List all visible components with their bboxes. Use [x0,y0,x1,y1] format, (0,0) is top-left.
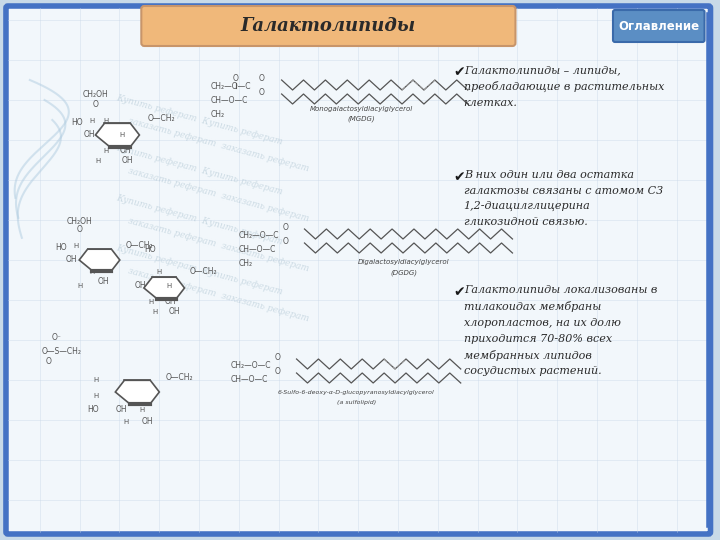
Text: Monogalactosyldiacylglycerol: Monogalactosyldiacylglycerol [310,106,413,112]
Text: Галактолипиды локализованы в
тилакоидах мембраны
хлоропластов, на их долю
приход: Галактолипиды локализованы в тилакоидах … [464,285,657,376]
Text: HO: HO [55,243,68,252]
Text: Купить реферат  Купить реферат: Купить реферат Купить реферат [114,244,283,296]
Text: Галактолипиды: Галактолипиды [240,17,416,35]
Text: O: O [76,225,83,234]
Text: В них один или два остатка
галактозы связаны с атомом С3
1,2-диацилглицерина
гли: В них один или два остатка галактозы свя… [464,170,663,227]
Text: OH: OH [66,255,77,264]
FancyBboxPatch shape [141,6,516,46]
Text: H: H [96,158,101,164]
Text: OH: OH [164,297,176,306]
Text: O: O [283,223,289,232]
Text: O: O [46,357,52,366]
Text: H: H [104,118,109,124]
Text: (DGDG): (DGDG) [390,269,418,275]
Text: O—CH₂: O—CH₂ [148,114,175,123]
Text: H: H [89,118,95,124]
Text: H: H [73,243,79,249]
Text: CH₂OH: CH₂OH [67,217,92,226]
Text: OH: OH [141,417,153,426]
Text: ✔: ✔ [454,170,465,184]
Text: HO: HO [72,118,84,127]
FancyBboxPatch shape [613,10,705,42]
Text: OH: OH [122,156,133,165]
Text: O⁻: O⁻ [52,333,62,342]
Text: заказать реферат  заказать реферат: заказать реферат заказать реферат [127,166,310,224]
Text: CH₂: CH₂ [239,259,253,268]
Text: Оглавление: Оглавление [618,19,699,32]
Text: ✔: ✔ [454,65,465,79]
Text: O: O [93,100,99,109]
Text: OH: OH [120,146,131,155]
Text: OH: OH [168,307,180,316]
Text: 6-Sulfo-6-deoxy-α-D-glucopyranosyldiacylglycerol: 6-Sulfo-6-deoxy-α-D-glucopyranosyldiacyl… [278,390,435,395]
Text: CH₂—O—C: CH₂—O—C [211,82,251,91]
Text: O: O [258,74,265,83]
Text: H: H [156,269,161,275]
Text: O—CH₂: O—CH₂ [165,373,193,382]
Text: O—CH₂: O—CH₂ [190,267,217,276]
Text: заказать реферат  заказать реферат: заказать реферат заказать реферат [127,266,310,323]
Text: H: H [139,407,145,413]
Text: CH—O—C: CH—O—C [211,96,248,105]
Text: H: H [89,269,95,275]
Text: заказать реферат  заказать реферат: заказать реферат заказать реферат [127,217,310,274]
Text: CH—O—C: CH—O—C [239,245,276,254]
Polygon shape [115,380,159,404]
Text: H: H [123,419,129,425]
Text: заказать реферат  заказать реферат: заказать реферат заказать реферат [127,117,310,173]
Text: O: O [274,353,281,362]
Text: O—CH₂: O—CH₂ [125,241,153,250]
Text: OH: OH [97,277,109,286]
Text: O—S—CH₂: O—S—CH₂ [42,347,82,356]
Text: OH: OH [135,281,146,290]
Text: CH—O—C: CH—O—C [231,375,269,384]
Text: CH₂—O—C: CH₂—O—C [231,361,271,370]
Text: (a sulfolipid): (a sulfolipid) [337,400,376,405]
Text: HO: HO [88,405,99,414]
Text: H: H [120,132,125,138]
Text: OH: OH [115,405,127,414]
Text: Купить реферат  Купить реферат: Купить реферат Купить реферат [114,144,283,197]
Text: H: H [152,309,158,315]
FancyBboxPatch shape [6,6,711,534]
Text: H: H [94,377,99,383]
Text: ✔: ✔ [454,285,465,299]
Text: CH₂OH: CH₂OH [83,90,109,99]
Text: Купить реферат  Купить реферат: Купить реферат Купить реферат [114,193,283,247]
Polygon shape [144,277,184,299]
Polygon shape [96,123,140,147]
Text: CH₂: CH₂ [211,110,225,119]
Text: H: H [166,283,171,289]
Text: H: H [94,393,99,399]
Text: O: O [258,88,265,97]
Polygon shape [79,249,120,271]
Text: CH₂—O—C: CH₂—O—C [239,231,279,240]
Text: HO: HO [144,245,156,254]
Text: OH: OH [84,130,95,139]
Text: Купить реферат  Купить реферат: Купить реферат Купить реферат [114,93,283,146]
Text: H: H [104,148,109,154]
Text: O: O [233,74,239,83]
Text: H: H [148,299,153,305]
Text: O: O [283,237,289,246]
Text: (MGDG): (MGDG) [348,116,375,123]
Text: O: O [274,367,281,376]
Text: Галактолипиды – липиды,
преобладающие в растительных
клетках.: Галактолипиды – липиды, преобладающие в … [464,65,664,108]
Text: H: H [78,283,83,289]
Text: Digalactosyldiacylglycerol: Digalactosyldiacylglycerol [358,259,450,265]
